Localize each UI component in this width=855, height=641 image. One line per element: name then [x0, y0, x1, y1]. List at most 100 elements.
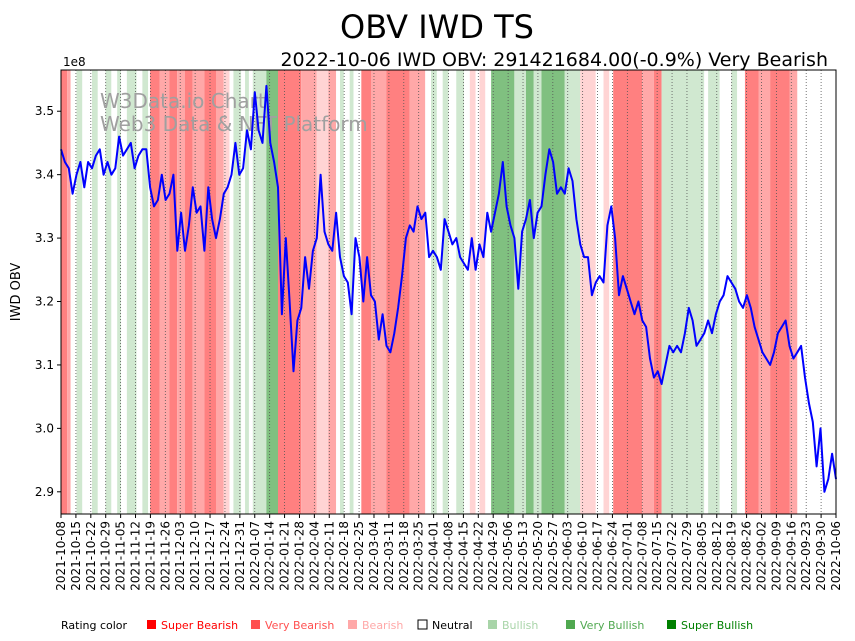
x-tick-label: 2022-05-13 — [516, 521, 530, 591]
x-tick-label: 2022-06-10 — [576, 521, 590, 591]
rating-band — [252, 70, 267, 514]
legend-label: Bearish — [362, 619, 403, 632]
rating-band — [475, 70, 480, 514]
watermark: W3Data.io Chart Web3 Data & NFT Platform — [100, 89, 368, 136]
rating-band — [744, 70, 759, 514]
y-multiplier-label: 1e8 — [63, 55, 86, 69]
rating-band — [758, 70, 771, 514]
rating-band — [603, 70, 610, 514]
rating-band — [737, 70, 745, 514]
y-tick-label: 3.3 — [35, 231, 54, 245]
x-tick-label: 2022-04-29 — [486, 521, 500, 591]
rating-band — [121, 70, 127, 514]
rating-band — [708, 70, 720, 514]
rating-band — [386, 70, 410, 514]
rating-band — [442, 70, 449, 514]
chart-subtitle: 2022-10-06 IWD OBV: 291421684.00(-0.9%) … — [280, 49, 828, 71]
rating-band — [340, 70, 344, 514]
x-tick-label: 2022-02-11 — [322, 521, 336, 591]
rating-band — [328, 70, 337, 514]
x-tick-label: 2022-01-21 — [278, 521, 292, 591]
x-tick-label: 2022-03-18 — [397, 521, 411, 591]
x-tick-label: 2022-07-01 — [620, 521, 634, 591]
rating-band — [464, 70, 470, 514]
legend-label: Super Bearish — [161, 619, 238, 632]
x-tick-label: 2021-10-08 — [54, 521, 68, 591]
rating-band — [425, 70, 432, 514]
rating-band — [609, 70, 614, 514]
rating-band — [731, 70, 738, 514]
rating-band — [436, 70, 443, 514]
rating-band — [642, 70, 654, 514]
rating-band — [371, 70, 387, 514]
legend-label: Neutral — [432, 619, 473, 632]
y-tick-label: 3.2 — [35, 295, 54, 309]
x-tick-label: 2022-07-08 — [635, 521, 649, 591]
rating-legend: Rating color Super Bearish Very Bearish Bea… — [61, 619, 753, 632]
x-tick-label: 2022-05-20 — [531, 521, 545, 591]
x-tick-label: 2021-12-03 — [173, 521, 187, 591]
rating-band — [485, 70, 492, 514]
rating-band — [245, 70, 249, 514]
x-tick-label: 2021-11-12 — [129, 521, 143, 591]
rating-band — [117, 70, 122, 514]
y-tick-label: 3.5 — [35, 104, 54, 118]
rating-band — [491, 70, 515, 514]
rating-band — [61, 70, 68, 514]
vertical-gridlines — [60, 70, 837, 514]
rating-band — [136, 70, 143, 514]
rating-band — [409, 70, 426, 514]
x-tick-label: 2022-01-14 — [263, 521, 277, 591]
x-tick-label: 2022-07-15 — [650, 521, 664, 591]
legend-label: Super Bullish — [681, 619, 753, 632]
rating-band — [343, 70, 350, 514]
legend-label: Very Bullish — [580, 619, 644, 632]
rating-band — [92, 70, 98, 514]
legend-swatch — [488, 620, 497, 629]
legend-swatch — [667, 620, 676, 629]
rating-band — [150, 70, 160, 514]
x-tick-label: 2022-04-15 — [456, 521, 470, 591]
rating-band — [82, 70, 92, 514]
rating-band — [789, 70, 798, 514]
legend-swatch — [348, 620, 357, 629]
rating-band — [97, 70, 106, 514]
rating-band — [353, 70, 362, 514]
x-tick-label: 2022-05-06 — [501, 521, 515, 591]
x-tick-label: 2021-11-05 — [114, 521, 128, 591]
rating-band — [301, 70, 317, 514]
rating-band — [223, 70, 230, 514]
x-tick-label: 2021-10-29 — [99, 521, 113, 591]
x-tick-label: 2022-06-17 — [591, 521, 605, 591]
x-tick-label: 2022-08-26 — [740, 521, 754, 591]
x-tick-label: 2022-01-28 — [292, 521, 306, 591]
y-tick-label: 3.1 — [35, 358, 54, 372]
rating-band — [70, 70, 77, 514]
rating-band — [448, 70, 457, 514]
x-tick-label: 2022-09-16 — [784, 521, 798, 591]
x-tick-label: 2022-02-04 — [307, 521, 321, 591]
x-tick-label: 2021-11-26 — [158, 521, 172, 591]
x-tick-label: 2022-08-12 — [710, 521, 724, 591]
rating-band — [456, 70, 464, 514]
rating-band — [229, 70, 234, 514]
legend-label: Very Bearish — [265, 619, 334, 632]
watermark-line-2: Web3 Data & NFT Platform — [100, 112, 368, 136]
rating-band — [770, 70, 790, 514]
x-tick-label: 2022-03-04 — [367, 521, 381, 591]
x-tick-label: 2022-04-22 — [471, 521, 485, 591]
x-tick-label: 2022-03-11 — [382, 521, 396, 591]
rating-band — [233, 70, 242, 514]
y-tick-label: 3.4 — [35, 168, 54, 182]
x-tick-label: 2022-09-30 — [814, 521, 828, 591]
rating-band — [653, 70, 662, 514]
legend-swatch — [566, 620, 575, 629]
legend-title: Rating color — [61, 619, 128, 632]
rating-band — [177, 70, 185, 514]
x-tick-label: 2021-12-10 — [188, 521, 202, 591]
x-tick-label: 2021-10-22 — [84, 521, 98, 591]
x-tick-label: 2022-06-24 — [605, 521, 619, 591]
rating-band — [580, 70, 596, 514]
rating-band — [526, 70, 534, 514]
